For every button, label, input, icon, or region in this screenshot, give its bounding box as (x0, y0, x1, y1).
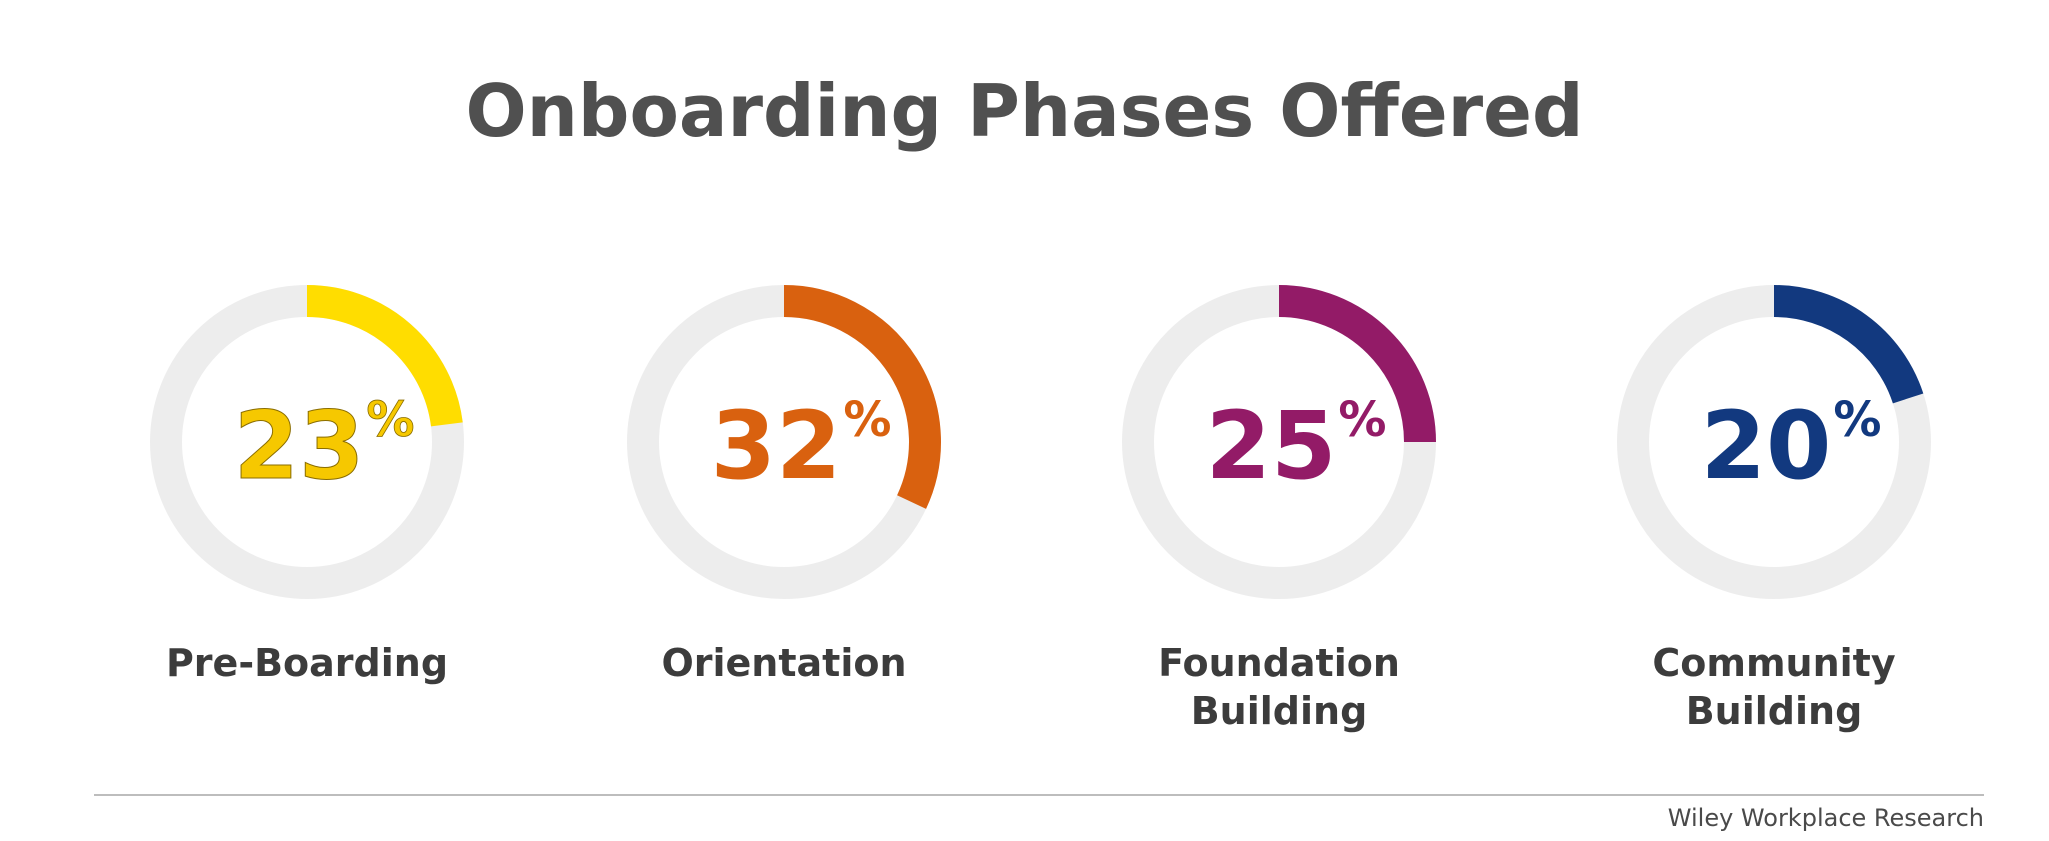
category-label-line: Pre-Boarding (166, 641, 448, 685)
donut-group: 20 % Community Building (1617, 285, 1931, 733)
category-label: Foundation Building (1158, 641, 1400, 733)
footer-divider (94, 794, 1984, 796)
donut-value-arc (306, 285, 463, 427)
category-label-line: Foundation (1158, 641, 1400, 685)
category-label-line: Community (1652, 641, 1895, 685)
category-label-line: Building (1686, 689, 1863, 733)
donut-group: 32 % Orientation (627, 285, 941, 685)
category-label-line: Building (1191, 689, 1368, 733)
chart-title: Onboarding Phases Offered (465, 69, 1584, 153)
category-label: Community Building (1652, 641, 1895, 733)
category-label-line: Orientation (661, 641, 906, 685)
donut-value-arc (1278, 285, 1436, 443)
donut-value-arc (1773, 285, 1924, 404)
donut-value-arc (783, 285, 941, 509)
donut-value-label: 23 (234, 392, 365, 501)
donut-value-label: 32 (711, 392, 842, 501)
donut-value-label: 20 (1701, 392, 1832, 501)
donut-percent-sign: % (1833, 392, 1881, 448)
donut-percent-sign: % (366, 392, 414, 448)
category-label: Pre-Boarding (166, 641, 448, 685)
donut-percent-sign: % (1338, 392, 1386, 448)
donut-value-label: 25 (1206, 392, 1337, 501)
donut-percent-sign: % (843, 392, 891, 448)
donut-group: 23 % Pre-Boarding (150, 285, 464, 685)
category-label: Orientation (661, 641, 906, 685)
source-credit: Wiley Workplace Research (1667, 804, 1984, 832)
donut-group: 25 % Foundation Building (1122, 285, 1436, 733)
